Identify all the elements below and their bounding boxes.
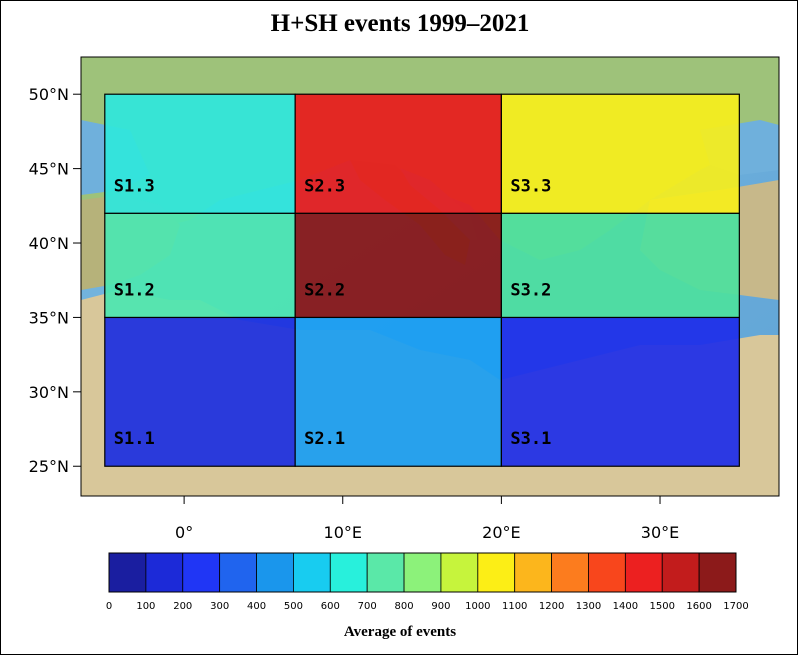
lat-tick-label: 40°N — [29, 234, 69, 253]
colorbar-title: Average of events — [343, 624, 457, 640]
colorbar-swatch — [514, 552, 552, 593]
colorbar-tick-label: 100 — [136, 601, 155, 612]
colorbar-tick-label: 1400 — [613, 601, 638, 612]
lon-tick-label: 10°E — [324, 523, 362, 542]
colorbar-tick-label: 600 — [321, 601, 340, 612]
colorbar-swatch — [403, 552, 442, 593]
region-label-S3-3: S3.3 — [510, 176, 551, 196]
colorbar-swatch — [698, 552, 737, 593]
region-grid: S1.1 S1.2 S1.3 S2.1 S2.2 S2.3 S3.1 S3.2 S3.3 — [104, 93, 740, 467]
colorbar-swatch — [440, 552, 479, 593]
colorbar-tick-label: 1000 — [465, 601, 490, 612]
region-S3-1 — [500, 316, 740, 467]
lat-tick-label: 25°N — [29, 457, 69, 476]
map-border — [80, 56, 780, 497]
colorbar-swatch — [293, 552, 331, 593]
colorbar-swatch — [661, 552, 700, 593]
colorbar-tick-label: 1100 — [502, 601, 527, 612]
colorbar-tick-label: 0 — [106, 601, 112, 612]
lat-tick-label: 30°N — [29, 383, 69, 402]
lat-tick-label: 50°N — [29, 85, 69, 104]
colorbar-tick-label: 400 — [247, 601, 266, 612]
lon-tick-label: 0° — [175, 523, 193, 542]
colorbar-tick-label: 800 — [395, 601, 414, 612]
colorbar-tick-label: 1700 — [723, 601, 748, 612]
colorbar-swatch — [182, 552, 221, 593]
colorbar-swatch — [624, 552, 663, 593]
latitude-axis: 25°N 30°N 35°N 40°N 45°N 50°N — [29, 85, 81, 476]
colorbar-swatch — [256, 552, 294, 593]
colorbar-swatch — [145, 552, 184, 593]
colorbar-tick-label: 900 — [431, 601, 450, 612]
colorbar-swatch — [366, 552, 405, 593]
colorbar-tick-label: 200 — [173, 601, 192, 612]
region-S3-3 — [500, 93, 740, 214]
colorbar-tick-label: 1300 — [576, 601, 601, 612]
region-S1-2 — [104, 212, 296, 319]
region-label-S2-2: S2.2 — [304, 280, 345, 300]
colorbar-border — [108, 552, 737, 593]
region-S2-2 — [294, 212, 502, 319]
colorbar-tick-label: 500 — [284, 601, 303, 612]
region-label-S3-1: S3.1 — [510, 429, 551, 449]
region-label-S2-1: S2.1 — [304, 429, 345, 449]
region-label-S1-3: S1.3 — [114, 176, 155, 196]
colorbar: 0 100 200 300 400 500 600 700 800 900 1000 1100 1200… — [106, 552, 749, 612]
lon-tick-label: 30°E — [641, 523, 679, 542]
colorbar-swatch — [477, 552, 516, 593]
colorbar-tick-label: 700 — [358, 601, 377, 612]
colorbar-swatch — [329, 552, 368, 593]
colorbar-tick-label: 1200 — [539, 601, 564, 612]
colorbar-tick-label: 1600 — [686, 601, 711, 612]
lon-tick-label: 20°E — [482, 523, 520, 542]
region-label-S1-2: S1.2 — [114, 280, 155, 300]
colorbar-swatch — [219, 552, 257, 593]
region-label-S1-1: S1.1 — [114, 429, 155, 449]
region-S1-3 — [104, 93, 296, 214]
region-label-S2-3: S2.3 — [304, 176, 345, 196]
colorbar-tick-label: 300 — [210, 601, 229, 612]
colorbar-tick-label: 1500 — [650, 601, 675, 612]
chart-title: H+SH events 1999–2021 — [270, 10, 530, 37]
region-S2-3 — [294, 93, 502, 214]
colorbar-swatch — [108, 552, 147, 593]
colorbar-swatch — [551, 552, 589, 593]
longitude-axis: 0° 10°E 20°E 30°E — [175, 496, 679, 542]
lat-tick-label: 35°N — [29, 308, 69, 327]
colorbar-swatch — [588, 552, 626, 593]
region-S3-2 — [500, 212, 740, 319]
region-label-S3-2: S3.2 — [510, 280, 551, 300]
lat-tick-label: 45°N — [29, 160, 69, 179]
